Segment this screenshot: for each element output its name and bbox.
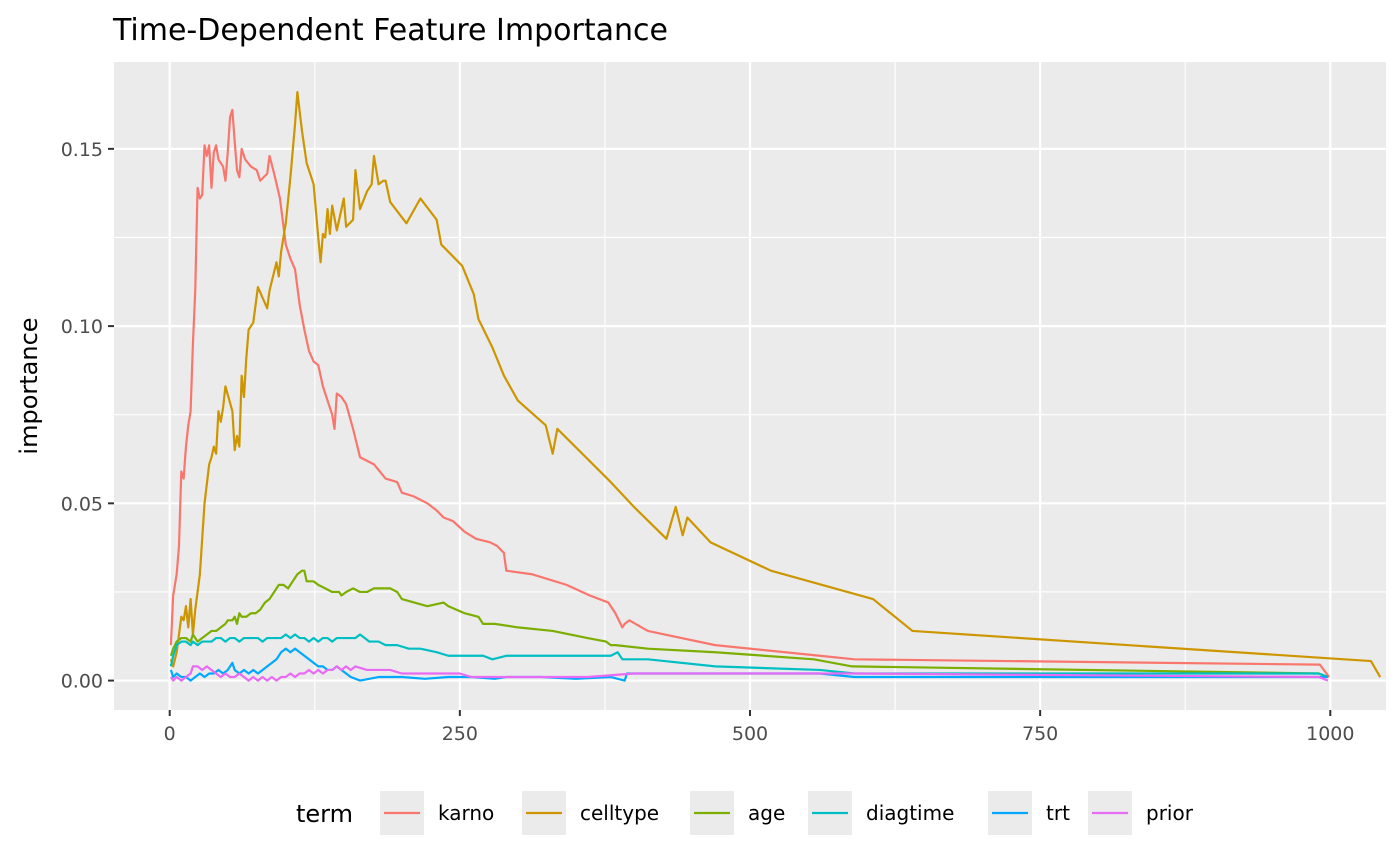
legend: term karno celltype age diagtime trt prior — [296, 791, 1194, 835]
series-line-prior — [169, 665, 1329, 682]
legend-label-celltype: celltype — [580, 801, 659, 825]
y-tick-label: 0.10 — [61, 316, 103, 338]
y-axis-title: importance — [15, 317, 43, 454]
legend-label-prior: prior — [1146, 801, 1194, 825]
legend-label-age: age — [748, 801, 785, 825]
legend-label-diagtime: diagtime — [866, 801, 954, 825]
y-tick-label: 0.05 — [61, 493, 103, 515]
legend-title: term — [296, 800, 353, 828]
chart-title: Time-Dependent Feature Importance — [112, 13, 668, 48]
x-tick-label: 750 — [1022, 723, 1058, 745]
series-line-karno — [169, 108, 1331, 678]
y-tick-label: 0.15 — [61, 139, 103, 161]
series-lines — [169, 91, 1382, 682]
major-gridlines — [114, 62, 1386, 710]
series-line-diagtime — [169, 633, 1329, 679]
x-axis: 0 250 500 750 1000 — [164, 710, 1354, 745]
legend-label-karno: karno — [438, 801, 494, 825]
series-line-celltype — [169, 91, 1382, 678]
legend-label-trt: trt — [1046, 801, 1070, 825]
x-tick-label: 500 — [732, 723, 768, 745]
series-line-age — [169, 569, 1329, 679]
x-tick-label: 1000 — [1306, 723, 1354, 745]
x-tick-label: 250 — [442, 723, 478, 745]
y-axis: 0.00 0.05 0.10 0.15 — [61, 139, 114, 693]
x-tick-label: 0 — [164, 723, 176, 745]
y-tick-label: 0.00 — [61, 671, 103, 693]
